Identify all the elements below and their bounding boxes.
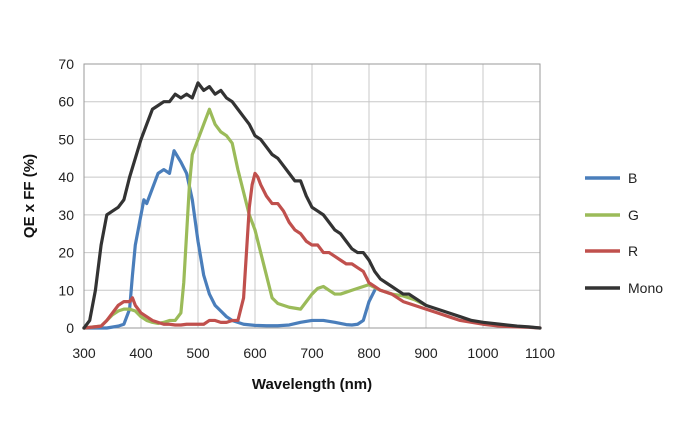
y-tick-label: 40 <box>58 169 74 185</box>
x-tick-labels: 300 400 500 600 700 800 900 1000 1100 <box>72 345 555 361</box>
x-tick-label: 700 <box>300 345 324 361</box>
legend-label-mono: Mono <box>628 280 663 296</box>
y-tick-label: 50 <box>58 131 74 147</box>
series-line-g <box>82 107 428 330</box>
x-tick-label: 900 <box>414 345 438 361</box>
y-tick-label: 70 <box>58 56 74 72</box>
grid <box>83 63 541 329</box>
x-tick-label: 800 <box>357 345 381 361</box>
legend-label-r: R <box>628 243 638 259</box>
plot-area-frame <box>83 63 541 329</box>
x-tick-label: 1000 <box>467 345 498 361</box>
y-tick-label: 10 <box>58 282 74 298</box>
y-tick-label: 20 <box>58 245 74 261</box>
series-lines <box>82 81 542 330</box>
x-axis-title: Wavelength (nm) <box>252 376 372 393</box>
y-tick-label: 0 <box>66 320 74 336</box>
x-tick-label: 300 <box>72 345 96 361</box>
x-tick-label: 1100 <box>525 345 555 361</box>
y-tick-labels: 0 10 20 30 40 50 60 70 <box>58 56 74 336</box>
x-tick-label: 400 <box>129 345 153 361</box>
series-line-b <box>82 149 377 330</box>
y-tick-label: 30 <box>58 207 74 223</box>
series-line-mono <box>82 81 542 330</box>
legend-label-b: B <box>628 170 637 186</box>
legend: B G R Mono <box>585 170 663 296</box>
x-tick-label: 500 <box>186 345 210 361</box>
legend-label-g: G <box>628 207 639 223</box>
y-tick-label: 60 <box>58 94 74 110</box>
y-axis-title: QE x FF (%) <box>21 154 38 238</box>
series-line-r <box>82 171 542 330</box>
x-tick-label: 600 <box>243 345 267 361</box>
